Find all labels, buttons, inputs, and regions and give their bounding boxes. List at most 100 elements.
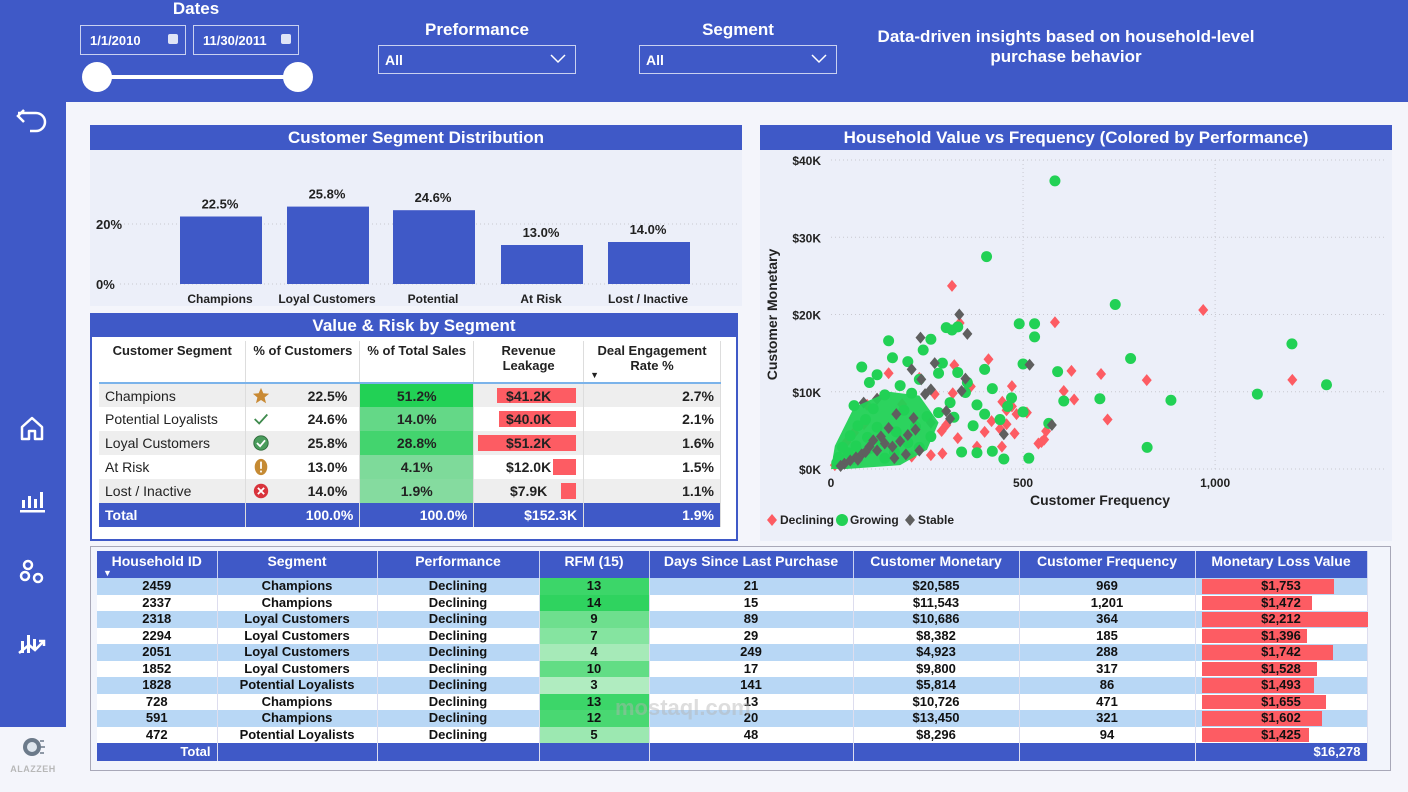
scatter-point-growing[interactable] [1017,406,1029,418]
scatter-point-growing[interactable] [971,399,983,411]
scatter-point-stable[interactable] [910,423,921,436]
scatter-point-stable[interactable] [960,372,971,385]
col-pct-sales[interactable]: % of Total Sales [359,341,475,384]
end-date-input[interactable]: 11/30/2011 [193,25,299,55]
household-row[interactable]: 2294 Loyal Customers Declining 7 29 $8,3… [97,627,1368,644]
scatter-point-declining[interactable] [1069,393,1080,406]
trend-chart-icon[interactable] [14,625,50,661]
scatter-point-declining[interactable] [883,367,894,380]
calendar-icon[interactable] [281,34,291,44]
segment-bar[interactable] [501,245,583,284]
risk-table-row[interactable]: Champions 22.5% 51.2% $41.2K 2.7% [99,383,721,407]
col-revenue-leakage[interactable]: Revenue Leakage [473,341,585,384]
scatter-point-stable[interactable] [914,444,925,457]
scatter-point-growing[interactable] [917,344,929,356]
scatter-point-stable[interactable] [891,408,902,421]
scatter-point-stable[interactable] [889,452,900,465]
household-row[interactable]: 591 Champions Declining 12 20 $13,450 32… [97,710,1368,727]
start-date-input[interactable]: 1/1/2010 [80,25,186,55]
scatter-point-declining[interactable] [996,440,1007,453]
scatter-point-stable[interactable] [945,412,956,425]
segment-dropdown[interactable]: All [639,45,837,74]
scatter-point-declining[interactable] [997,395,1008,408]
col-pct-customers[interactable]: % of Customers [245,341,361,384]
scatter-point-growing[interactable] [933,407,945,419]
scatter-point-stable[interactable] [920,388,931,401]
scatter-point-growing[interactable] [1094,393,1106,405]
scatter-point-growing[interactable] [1049,175,1061,187]
scatter-point-stable[interactable] [954,308,965,321]
legend-label[interactable]: Growing [850,513,899,527]
scatter-point-declining[interactable] [937,447,948,460]
scatter-point-stable[interactable] [872,444,883,457]
scatter-point-declining[interactable] [1009,427,1020,440]
scatter-point-growing[interactable] [883,335,895,347]
sort-desc-icon[interactable]: ▼ [590,370,599,380]
scatter-point-stable[interactable] [845,454,856,467]
risk-table-row[interactable]: Potential Loyalists 24.6% 14.0% $40.0K 2… [99,407,721,431]
back-arrow-icon[interactable] [14,100,50,136]
scatter-point-declining[interactable] [1102,413,1113,426]
scatter-point-declining[interactable] [1287,373,1298,386]
scatter-point-stable[interactable] [900,448,911,461]
scatter-point-stable[interactable] [1024,358,1035,371]
scatter-point-growing[interactable] [979,363,991,375]
scatter-point-stable[interactable] [962,327,973,340]
scatter-point-declining[interactable] [925,449,936,462]
scatter-point-stable[interactable] [1046,418,1057,431]
scatter-point-growing[interactable] [856,361,868,373]
col-customer-segment[interactable]: Customer Segment [99,341,247,384]
legend-label[interactable]: Stable [918,513,954,527]
col-segment[interactable]: Segment [217,551,378,578]
scatter-point-growing[interactable] [986,383,998,395]
scatter-point-growing[interactable] [979,408,991,420]
col-performance[interactable]: Performance [377,551,540,578]
scatter-point-declining[interactable] [983,353,994,366]
scatter-point-stable[interactable] [956,384,967,397]
bar-chart-icon[interactable] [14,482,50,518]
scatter-point-declining[interactable] [1049,316,1060,329]
scatter-point-stable[interactable] [941,405,952,418]
scatter-point-declining[interactable] [929,388,940,401]
segment-bar[interactable] [180,216,262,285]
scatter-point-growing[interactable] [1251,388,1263,400]
scatter-point-growing[interactable] [863,376,875,388]
scatter-point-growing[interactable] [1141,441,1153,453]
segment-bar[interactable] [393,210,475,284]
scatter-point-stable[interactable] [887,440,898,453]
scatter-point-growing[interactable] [1052,366,1064,378]
sort-desc-icon[interactable]: ▼ [103,568,112,578]
scatter-point-declining[interactable] [1198,303,1209,316]
scatter-point-growing[interactable] [1029,331,1041,343]
scatter-point-growing[interactable] [986,445,998,457]
scatter-point-growing[interactable] [1002,400,1014,412]
scatter-point-declining[interactable] [1006,380,1017,393]
scatter-point-growing[interactable] [994,414,1006,426]
household-row[interactable]: 1852 Loyal Customers Declining 10 17 $9,… [97,660,1368,677]
col-household-id[interactable]: Household ID ▼ [97,551,218,578]
scatter-point-declining[interactable] [952,432,963,445]
scatter-point-growing[interactable] [1321,379,1333,391]
scatter-point-stable[interactable] [925,383,936,396]
scatter-point-declining[interactable] [1066,364,1077,377]
household-row[interactable]: 2318 Loyal Customers Declining 9 89 $10,… [97,611,1368,628]
scatter-point-growing[interactable] [1286,338,1298,350]
scatter-point-growing[interactable] [1023,452,1035,464]
col-days-since-last-purchase[interactable]: Days Since Last Purchase [649,551,854,578]
col-deal-engagement[interactable]: Deal Engagement Rate % ▼ [583,341,721,384]
col-customer-frequency[interactable]: Customer Frequency [1019,551,1196,578]
segment-bar[interactable] [608,242,690,284]
segment-bar[interactable] [287,206,369,284]
scatter-point-stable[interactable] [902,429,913,442]
scatter-point-growing[interactable] [944,397,956,409]
household-row[interactable]: 2459 Champions Declining 13 21 $20,585 9… [97,578,1368,595]
scatter-point-stable[interactable] [883,422,894,435]
col-monetary-loss-value[interactable]: Monetary Loss Value [1195,551,1368,578]
scatter-point-growing[interactable] [871,369,883,381]
scatter-point-declining[interactable] [1041,425,1052,438]
scatter-point-stable[interactable] [895,435,906,448]
household-row[interactable]: 2337 Champions Declining 14 15 $11,543 1… [97,594,1368,611]
scatter-point-stable[interactable] [915,331,926,344]
scatter-point-growing[interactable] [1058,395,1070,407]
calendar-icon[interactable] [168,34,178,44]
